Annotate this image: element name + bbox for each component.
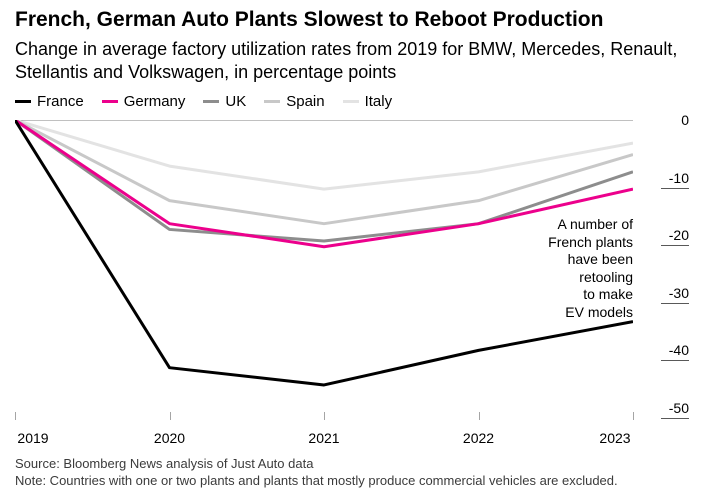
y-tick-mark — [661, 303, 689, 304]
x-tick-mark — [479, 412, 480, 420]
legend-label: Italy — [365, 93, 393, 110]
x-tick-label: 2020 — [154, 430, 185, 446]
y-tick-mark — [661, 188, 689, 189]
chart-svg — [15, 120, 633, 408]
chart-subtitle: Change in average factory utilization ra… — [15, 38, 689, 83]
y-tick-mark — [661, 418, 689, 419]
line-chart: 0-10-20-30-40-5020192020202120222023A nu… — [15, 120, 689, 448]
x-tick-label: 2019 — [17, 430, 48, 446]
x-tick-mark — [324, 412, 325, 420]
note-text: Note: Countries with one or two plants a… — [15, 473, 689, 488]
x-tick-label: 2023 — [599, 430, 630, 446]
x-tick-label: 2022 — [463, 430, 494, 446]
y-tick-label: -10 — [669, 170, 689, 186]
series-line-italy — [15, 120, 633, 189]
x-tick-mark — [633, 412, 634, 420]
legend-swatch — [15, 100, 31, 103]
legend-item-spain: Spain — [264, 93, 324, 110]
legend-swatch — [343, 100, 359, 103]
y-tick-label: -40 — [669, 342, 689, 358]
legend-label: Germany — [124, 93, 186, 110]
x-tick-label: 2021 — [308, 430, 339, 446]
y-tick-mark — [661, 245, 689, 246]
y-tick-label: -50 — [669, 400, 689, 416]
series-line-spain — [15, 120, 633, 224]
legend-label: Spain — [286, 93, 324, 110]
source-text: Source: Bloomberg News analysis of Just … — [15, 456, 689, 471]
chart-title: French, German Auto Plants Slowest to Re… — [15, 8, 689, 32]
x-tick-mark — [170, 412, 171, 420]
legend-label: France — [37, 93, 84, 110]
y-tick-label: -20 — [669, 227, 689, 243]
y-tick-label: -30 — [669, 285, 689, 301]
legend-item-france: France — [15, 93, 84, 110]
y-tick-label: 0 — [681, 112, 689, 128]
legend-item-germany: Germany — [102, 93, 186, 110]
legend-label: UK — [225, 93, 246, 110]
legend: France Germany UK Spain Italy — [15, 93, 689, 110]
legend-swatch — [102, 100, 118, 103]
y-tick-mark — [661, 360, 689, 361]
legend-swatch — [264, 100, 280, 103]
legend-swatch — [203, 100, 219, 103]
x-tick-mark — [15, 412, 16, 420]
legend-item-italy: Italy — [343, 93, 393, 110]
legend-item-uk: UK — [203, 93, 246, 110]
chart-annotation: A number of French plants have been reto… — [548, 216, 633, 321]
